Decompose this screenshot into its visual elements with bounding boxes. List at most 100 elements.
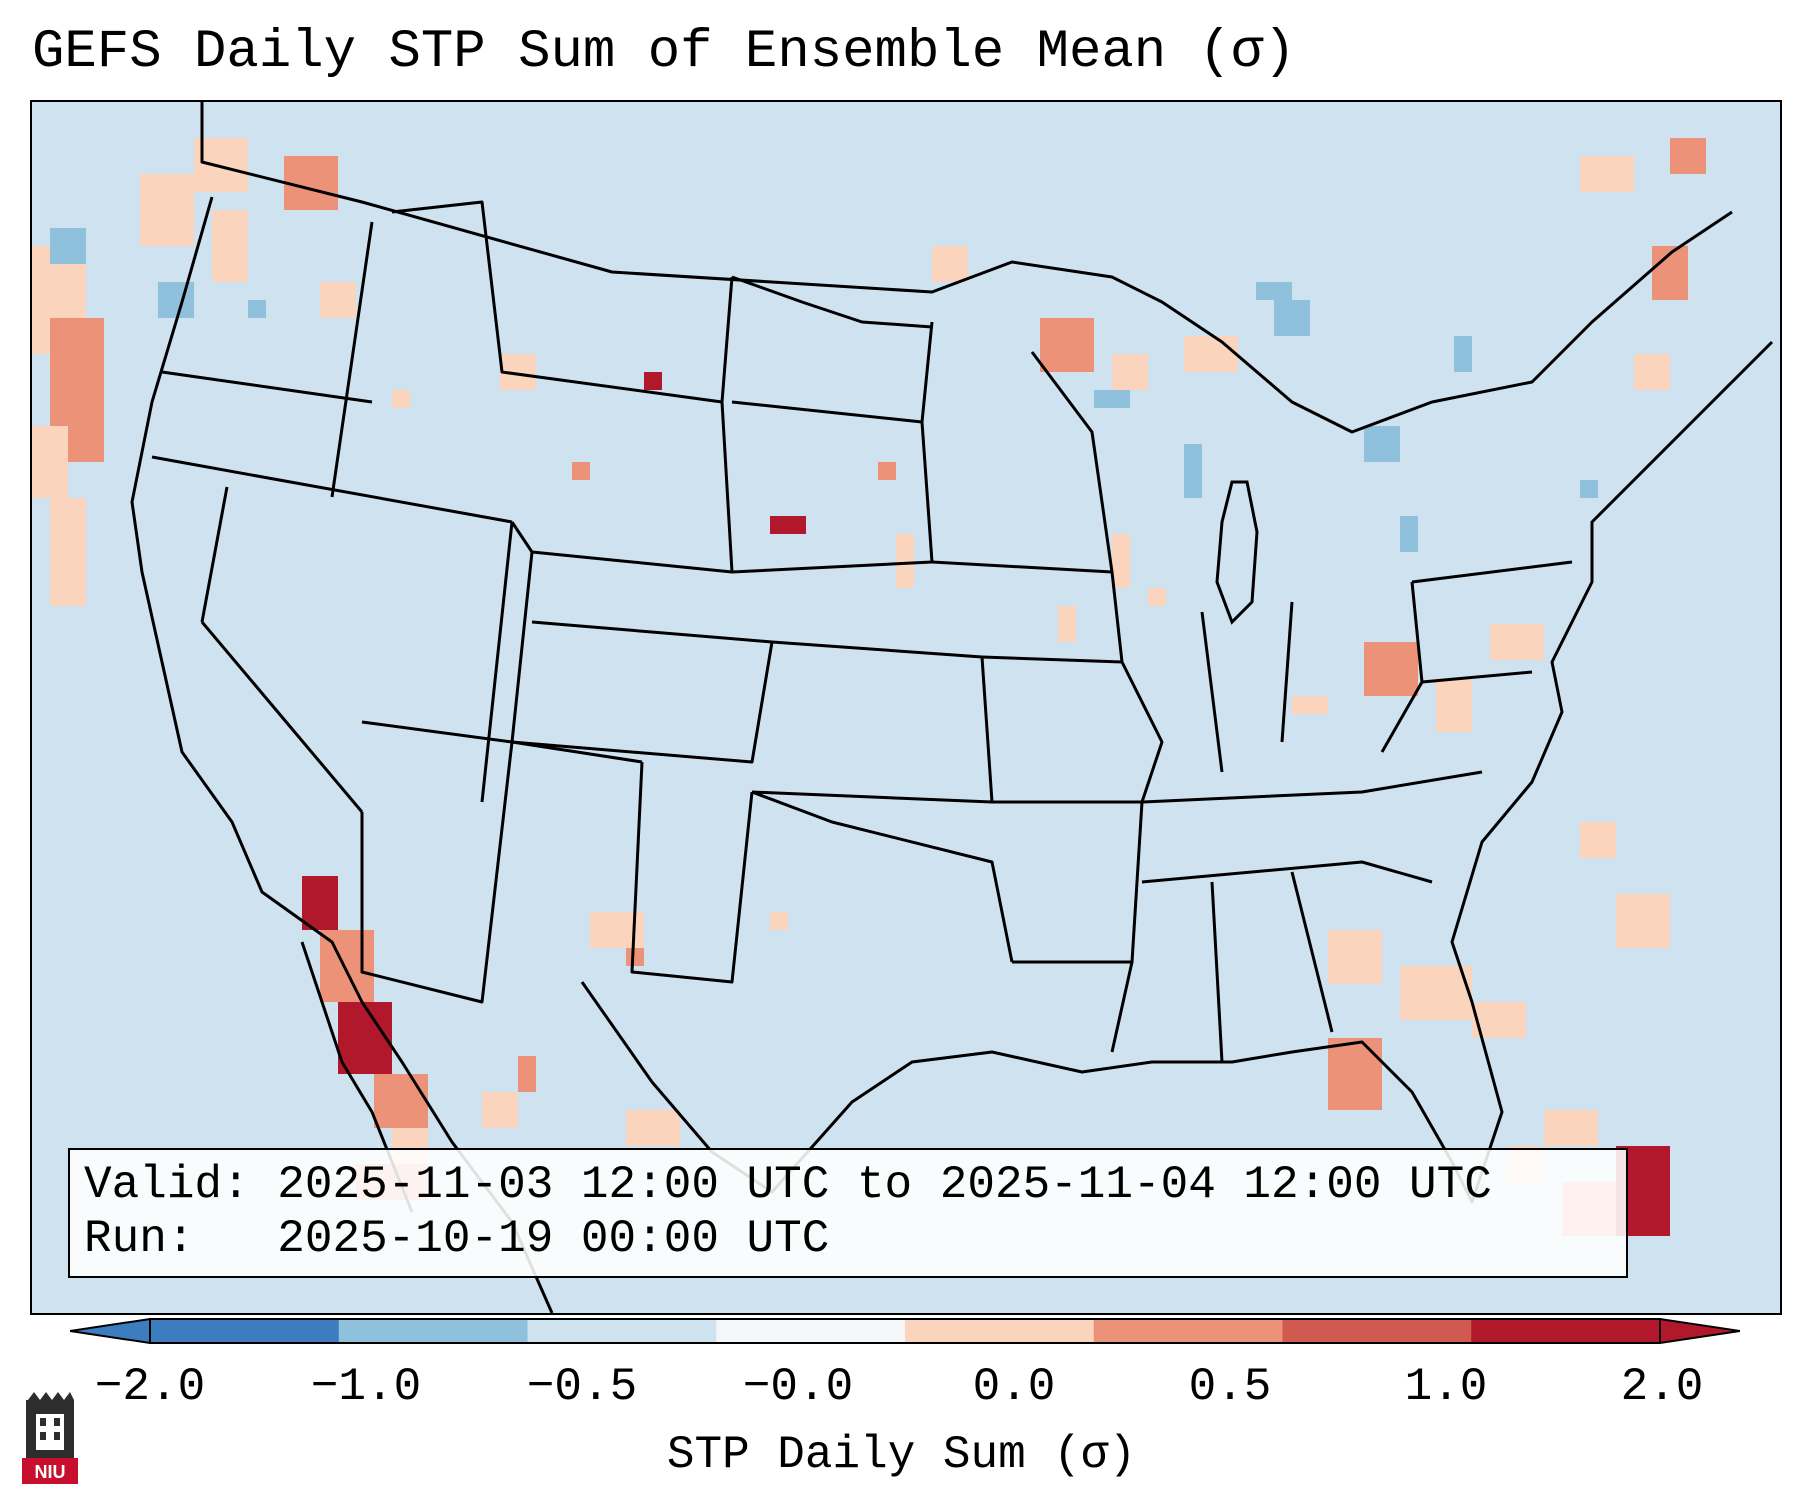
niu-logo: NIU: [22, 1392, 78, 1484]
colorbar-segment: [1471, 1319, 1661, 1343]
anomaly-cell: [1040, 318, 1094, 372]
colorbar-segment: [338, 1319, 528, 1343]
anomaly-cell: [1400, 966, 1472, 1020]
anomaly-cell: [32, 426, 68, 498]
map-panel: [30, 100, 1782, 1315]
anomaly-cell: [1580, 156, 1634, 192]
anomaly-cell: [644, 372, 662, 390]
colorbar-tick: 1.0: [1404, 1361, 1488, 1413]
anomaly-cell: [1544, 1110, 1598, 1146]
anomaly-cell: [482, 1092, 518, 1128]
lake-michigan: [1215, 480, 1259, 625]
anomaly-cell: [1580, 822, 1616, 858]
state-line: [1110, 961, 1134, 1053]
state-line: [751, 640, 994, 804]
anomaly-cell: [1436, 678, 1472, 732]
colorbar-tick: −0.5: [526, 1361, 638, 1413]
state-line: [200, 621, 364, 813]
anomaly-cell: [212, 210, 248, 282]
anomaly-cell: [1094, 390, 1130, 408]
anomaly-cell: [1184, 444, 1202, 498]
state-line: [360, 740, 643, 1004]
west-coast: [130, 196, 554, 1313]
anomaly-cell: [518, 1056, 536, 1092]
state-line: [931, 560, 1124, 664]
colorbar-tick: −2.0: [94, 1361, 206, 1413]
colorbar-tick: −1.0: [310, 1361, 422, 1413]
anomaly-cell: [1256, 282, 1292, 300]
anomaly-cell: [1148, 588, 1166, 606]
anomaly-cell: [770, 912, 788, 930]
anomaly-cell: [770, 516, 806, 534]
colorbar-segment: [150, 1319, 340, 1343]
state-line: [1030, 351, 1114, 573]
anomaly-cell: [1328, 930, 1382, 984]
map-background: [32, 102, 1780, 1313]
state-line: [1411, 560, 1573, 584]
state-line: [330, 221, 374, 498]
anomaly-cell: [1580, 480, 1598, 498]
colorbar-tick: −0.0: [742, 1361, 854, 1413]
anomaly-cell: [1274, 300, 1310, 336]
state-line: [1210, 881, 1224, 1063]
colorbar-segment: [527, 1319, 717, 1343]
state-line: [480, 521, 514, 803]
anomaly-cell: [932, 246, 968, 282]
anomaly-cell: [1400, 516, 1418, 552]
colorbar-label: STP Daily Sum (σ): [666, 1429, 1137, 1481]
map-canvas: [32, 102, 1780, 1313]
anomaly-cell: [878, 462, 896, 480]
anomaly-cell: [1112, 354, 1148, 390]
anomaly-cell: [1292, 696, 1328, 714]
state-line: [630, 761, 754, 984]
colorbar-segment: [716, 1319, 906, 1343]
anomaly-cell: [50, 498, 86, 606]
anomaly-cell: [572, 462, 590, 480]
state-line: [1380, 681, 1424, 753]
colorbar-segment: [1093, 1319, 1283, 1343]
run-label: Run:: [84, 1213, 195, 1265]
anomaly-cell: [284, 156, 338, 210]
svg-text:NIU: NIU: [35, 1462, 66, 1482]
anomaly-cell: [1634, 354, 1670, 390]
anomaly-cell: [158, 282, 194, 318]
state-line: [1141, 770, 1483, 804]
colorbar-segment: [1282, 1319, 1472, 1343]
colorbar-extend-low: [70, 1317, 151, 1345]
state-line: [1280, 601, 1294, 743]
anomaly-cell: [338, 1002, 392, 1074]
anomaly-cell: [1364, 642, 1418, 696]
state-line: [1120, 661, 1164, 803]
colorbar-tick: 2.0: [1620, 1361, 1704, 1413]
anomaly-cell: [1058, 606, 1076, 642]
anomaly-cell: [140, 174, 194, 246]
anomaly-cell: [1184, 336, 1238, 372]
state-line: [751, 790, 1014, 963]
run-value: 2025-10-19 00:00 UTC: [277, 1213, 830, 1265]
colorbar-segments: [70, 1317, 1740, 1345]
colorbar-tick: 0.5: [1188, 1361, 1272, 1413]
anomaly-cell: [1616, 894, 1670, 948]
anomaly-cell: [392, 390, 410, 408]
state-line: [1290, 871, 1334, 1033]
state-line: [1200, 611, 1224, 773]
colorbar-outline: [149, 1318, 1661, 1344]
colorbar-extend-high: [1659, 1317, 1740, 1345]
anomaly-cell: [1490, 624, 1544, 660]
state-line: [511, 620, 774, 764]
valid-label: Valid:: [84, 1159, 250, 1211]
anomaly-cell: [626, 1110, 680, 1146]
chart-title: GEFS Daily STP Sum of Ensemble Mean (σ): [32, 22, 1296, 83]
valid-run-info: Valid: 2025-11-03 12:00 UTC to 2025-11-0…: [68, 1148, 1628, 1278]
anomaly-cell: [248, 300, 266, 318]
anomaly-cell: [626, 948, 644, 966]
anomaly-cell: [374, 1074, 428, 1128]
anomaly-cell: [302, 876, 338, 930]
anomaly-cell: [1328, 1038, 1382, 1110]
state-line: [720, 276, 734, 403]
anomaly-cell: [320, 282, 356, 318]
state-line: [161, 370, 373, 404]
anomaly-cell: [896, 534, 914, 588]
anomaly-cell: [320, 930, 374, 1002]
anomaly-cell: [1670, 138, 1706, 174]
